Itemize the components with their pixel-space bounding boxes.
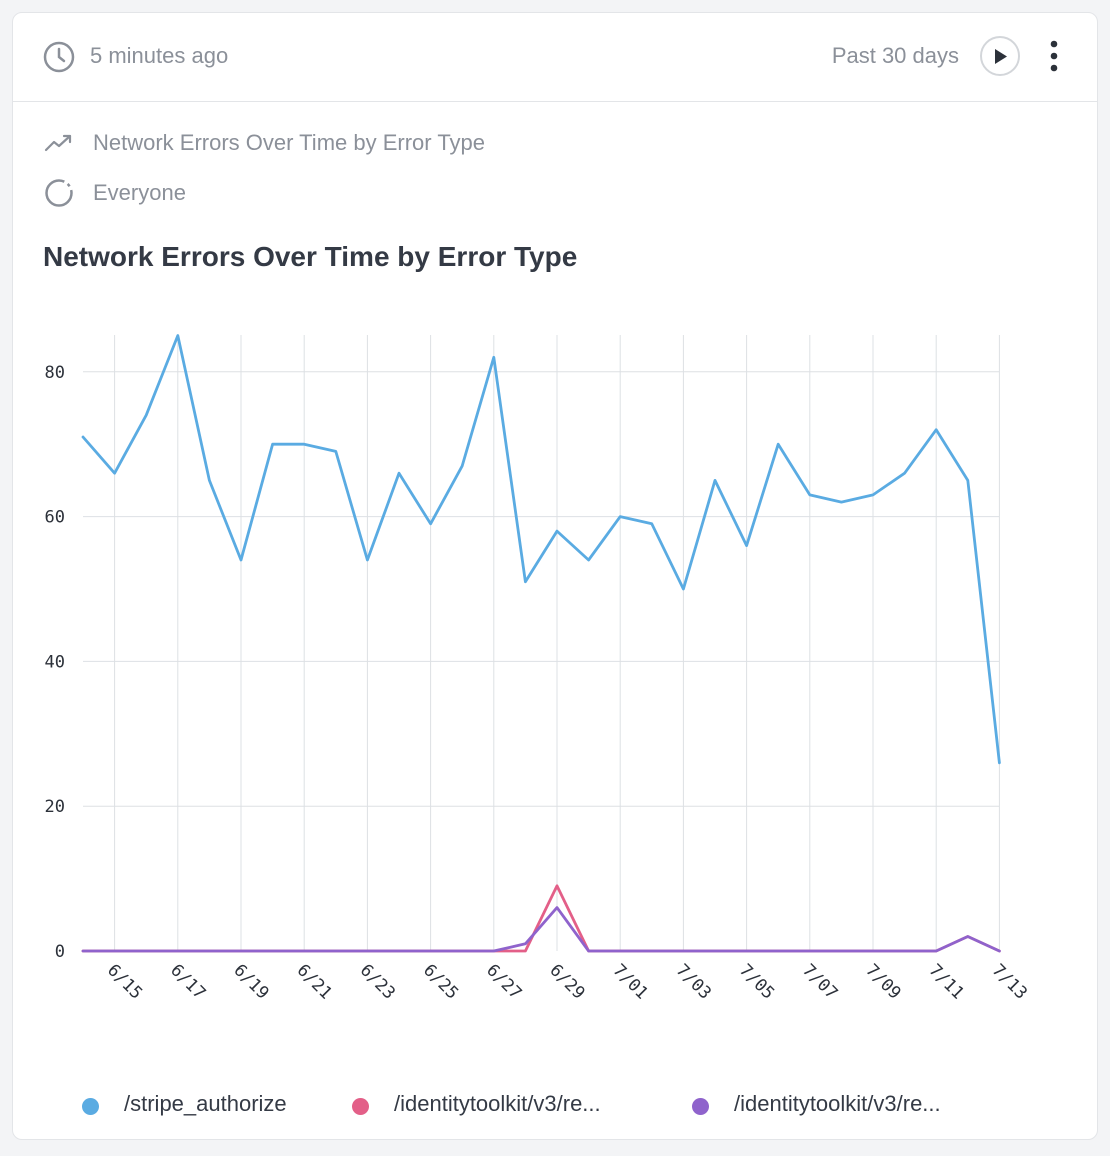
segment-label[interactable]: Everyone [93,180,186,205]
x-tick-label: 6/17 [166,960,209,1003]
x-tick-label: 7/11 [925,960,968,1003]
series-line-1 [81,334,1001,765]
legend-label: /identitytoolkit/v3/re... [734,1091,941,1116]
x-tick-label: 7/13 [988,960,1031,1003]
x-tick-label: 6/19 [229,960,272,1003]
dashed-circle-icon [45,179,73,207]
y-tick-label: 0 [55,942,65,962]
y-tick-label: 80 [45,363,65,383]
time-range-label[interactable]: Past 30 days [831,43,959,68]
x-tick-label: 6/23 [356,960,399,1003]
query-name-label[interactable]: Network Errors Over Time by Error Type [93,130,486,155]
x-tick-label: 6/29 [545,960,588,1003]
chart-title: Network Errors Over Time by Error Type [43,241,578,272]
legend-dot [692,1098,709,1115]
legend-label: /stripe_authorize [124,1091,287,1116]
last-updated-text: 5 minutes ago [90,43,229,68]
x-tick-label: 6/25 [419,960,462,1003]
x-tick-label: 7/03 [672,960,715,1003]
y-tick-label: 40 [45,652,65,672]
series-line-2 [81,884,1001,953]
y-tick-label: 20 [45,797,65,817]
legend-dot [82,1098,99,1115]
more-options-button[interactable] [1039,37,1069,77]
x-tick-label: 6/27 [482,960,525,1003]
play-icon [995,49,1007,64]
play-button[interactable] [980,36,1020,76]
clock-icon [43,41,75,73]
card-header: 5 minutes ago Past 30 days [13,13,1097,102]
x-tick-label: 6/15 [103,960,146,1003]
legend-label: /identitytoolkit/v3/re... [394,1091,601,1116]
x-tick-label: 7/09 [861,960,904,1003]
chart-card: 5 minutes ago Past 30 days Network Error… [12,12,1098,1140]
y-tick-label: 60 [45,508,65,528]
line-chart: 0 20 40 60 80 6/15 6/17 6/19 6/21 6/23 6/25 6/27 6/2… [45,334,1031,1003]
legend-dot [352,1098,369,1115]
x-tick-label: 6/21 [293,960,336,1003]
series-line-3 [81,906,1001,953]
x-tick-label: 7/01 [609,960,652,1003]
x-tick-label: 7/07 [798,960,841,1003]
more-vertical-icon [1050,40,1058,72]
trend-line-icon [44,134,72,152]
x-tick-label: 7/05 [735,960,778,1003]
